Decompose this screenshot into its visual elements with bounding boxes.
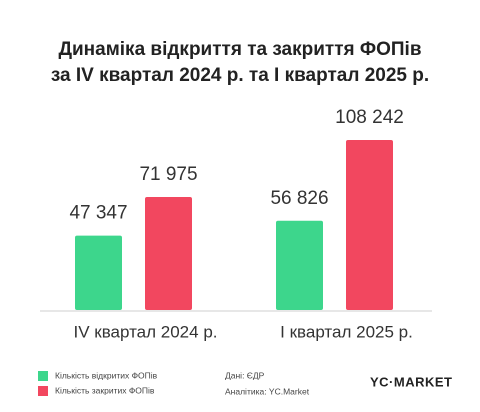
legend-swatch	[38, 371, 48, 381]
source: Дані: ЄДР	[225, 370, 265, 380]
logo: YC·MARKET	[370, 374, 453, 389]
value-label: 71 975	[139, 164, 197, 185]
bar	[346, 140, 393, 310]
legend-swatch	[38, 386, 48, 396]
chart-title: за IV квартал 2024 р. та I квартал 2025 …	[51, 65, 429, 86]
analytics: Аналітика: YC.Market	[225, 386, 310, 396]
value-label: 47 347	[69, 203, 127, 224]
x-tick-label: I квартал 2025 р.	[280, 322, 413, 341]
x-tick-label: IV квартал 2024 р.	[73, 322, 217, 341]
legend-label: Кількість закритих ФОПів	[55, 385, 155, 395]
value-label: 108 242	[335, 107, 404, 128]
bar	[145, 196, 192, 310]
bar	[276, 220, 323, 310]
chart-title: Динаміка відкриття та закриття ФОПів	[58, 39, 421, 60]
value-label: 56 826	[270, 188, 328, 209]
legend-label: Кількість відкритих ФОПів	[55, 370, 158, 380]
bar	[75, 235, 122, 310]
